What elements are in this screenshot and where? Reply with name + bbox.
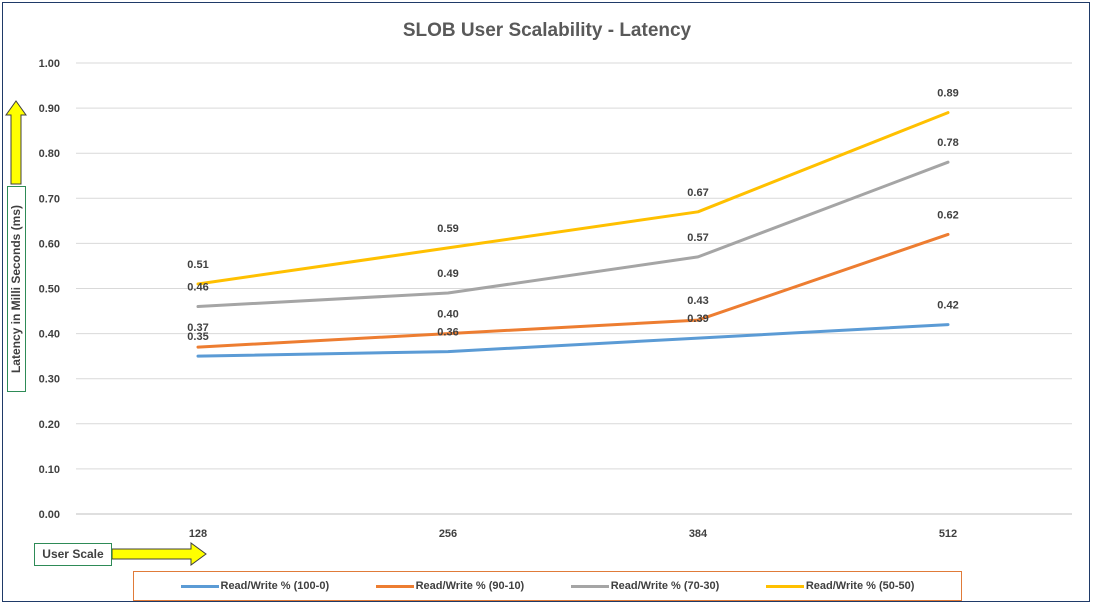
y-axis-label-box — [7, 186, 26, 392]
y-tick-label: 1.00 — [39, 58, 60, 70]
y-tick-label: 0.80 — [39, 148, 60, 160]
y-tick-label: 0.20 — [39, 419, 60, 431]
series-line — [196, 111, 950, 286]
y-tick-label: 0.30 — [39, 374, 60, 386]
y-tick-label: 0.40 — [39, 329, 60, 341]
series-line — [196, 323, 950, 358]
series-line — [196, 232, 950, 349]
series-lines — [196, 111, 950, 358]
legend-item: Read/Write % (100-0) — [180, 580, 330, 592]
data-label: 0.36 — [437, 327, 458, 339]
data-label: 0.89 — [937, 88, 958, 100]
y-tick-label: 0.60 — [39, 238, 60, 250]
data-label: 0.37 — [187, 322, 208, 334]
legend-label: Read/Write % (70-30) — [610, 580, 720, 592]
x-tick-label: 384 — [689, 528, 708, 540]
data-label: 0.39 — [687, 313, 708, 325]
data-label: 0.62 — [937, 209, 958, 221]
x-axis-label: User Scale — [34, 543, 112, 566]
data-label: 0.35 — [187, 331, 208, 343]
data-label: 0.43 — [687, 295, 708, 307]
legend-label: Read/Write % (90-10) — [415, 580, 525, 592]
legend-item: Read/Write % (50-50) — [765, 580, 915, 592]
data-labels: 0.35 0.36 0.39 0.42 0.37 0.40 0.43 0.62 0.46 0.49… — [187, 88, 958, 344]
legend-swatch — [180, 584, 219, 588]
data-label: 0.59 — [437, 223, 458, 235]
gridlines — [76, 62, 1072, 515]
y-tick-label: 0.70 — [39, 193, 60, 205]
x-tick-label: 512 — [939, 528, 957, 540]
y-tick-label: 0.10 — [39, 464, 60, 476]
y-tick-label: 0.00 — [39, 509, 60, 521]
legend-label: Read/Write % (100-0) — [220, 580, 330, 592]
legend-swatch — [570, 584, 609, 588]
data-label: 0.67 — [687, 187, 708, 199]
x-tick-label: 128 — [189, 528, 207, 540]
data-label: 0.51 — [187, 259, 208, 271]
legend-swatch — [765, 584, 804, 588]
y-tick-label: 0.50 — [39, 284, 60, 296]
data-label: 0.42 — [937, 300, 958, 312]
legend-label: Read/Write % (50-50) — [805, 580, 915, 592]
legend-item: Read/Write % (90-10) — [375, 580, 525, 592]
legend: Read/Write % (100-0) Read/Write % (90-10)… — [133, 571, 962, 601]
legend-swatch — [375, 584, 414, 588]
series-line — [196, 160, 950, 308]
y-tick-label: 0.90 — [39, 103, 60, 115]
data-label: 0.78 — [937, 137, 958, 149]
y-axis-label: Latency in Milli Seconds (ms) — [9, 204, 23, 374]
y-axis-arrow-icon — [5, 100, 27, 185]
x-axis-arrow-icon — [111, 542, 207, 566]
data-label: 0.57 — [687, 232, 708, 244]
legend-item: Read/Write % (70-30) — [570, 580, 720, 592]
data-label: 0.40 — [437, 309, 458, 321]
data-label: 0.46 — [187, 282, 208, 294]
x-axis-ticks: 128 256 384 512 — [189, 528, 957, 540]
y-axis-ticks: 0.00 0.10 0.20 0.30 0.40 0.50 0.60 0.70 0.80 0.90… — [39, 58, 60, 521]
data-label: 0.49 — [437, 268, 458, 280]
x-tick-label: 256 — [439, 528, 457, 540]
chart-title: SLOB User Scalability - Latency — [403, 20, 692, 41]
